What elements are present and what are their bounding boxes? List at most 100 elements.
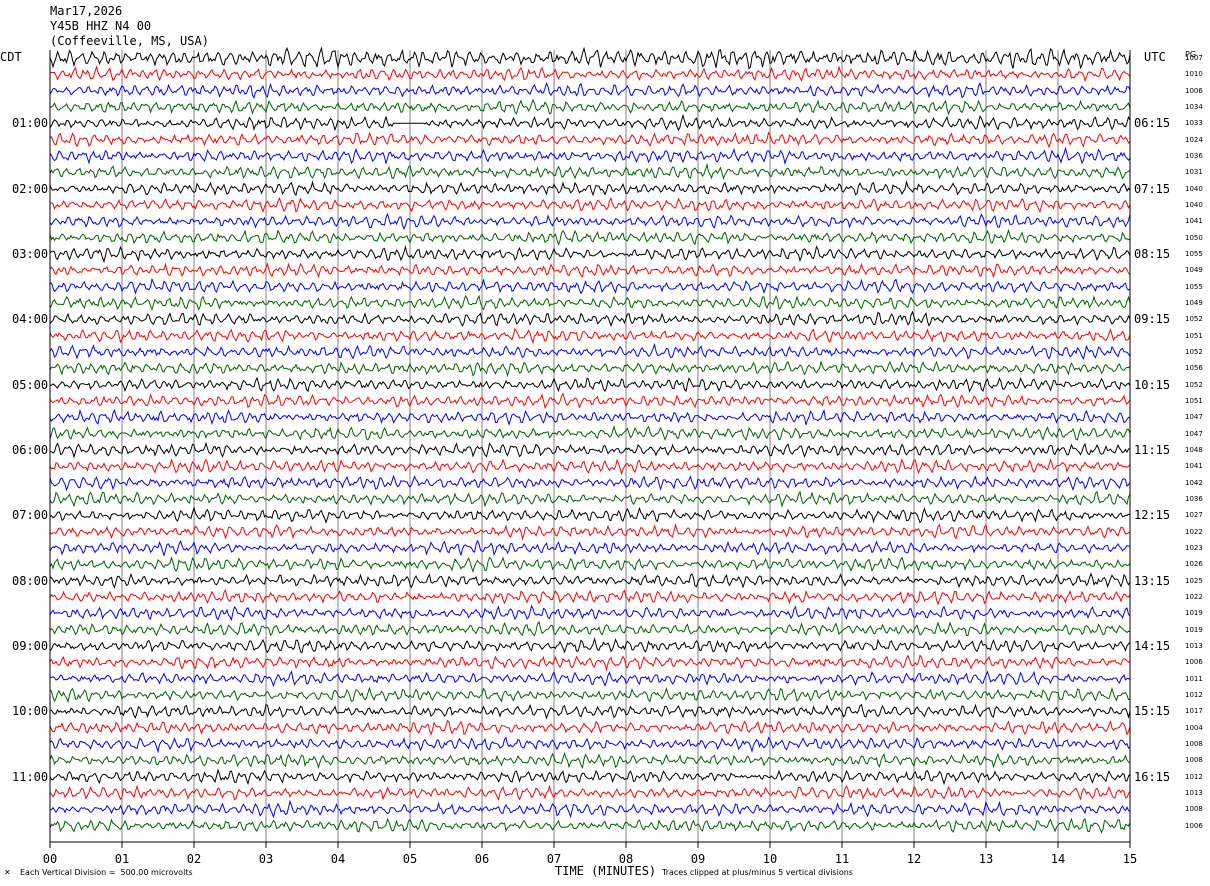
trace-value-label: 1022 [1185,527,1203,536]
seismic-trace-10 [49,196,1131,213]
x-tick-label: 15 [1122,852,1138,866]
x-tick-label: 13 [978,852,994,866]
x-tick-label: 09 [690,852,706,866]
seismic-trace-45 [49,768,1131,786]
trace-value-label: 1012 [1185,691,1203,699]
seismic-trace-2 [49,65,1131,83]
trace-value-label: 1023 [1185,544,1203,552]
trace-value-label: 1042 [1185,478,1203,487]
corner-mark: ✕ [4,868,11,877]
right-hour-label: 06:15 [1134,116,1171,131]
minute-gridlines [49,50,1131,842]
right-timezone-label: UTC [1144,50,1166,64]
trace-value-label: 1056 [1185,364,1203,373]
x-tick-label: 10 [762,852,778,866]
seismic-trace-29 [49,506,1131,524]
right-hour-label: 15:15 [1134,704,1171,719]
seismic-trace-20 [49,360,1131,378]
trace-value-label: 1052 [1185,380,1203,389]
trace-value-label: 1048 [1185,446,1203,454]
trace-value-label: 1041 [1185,217,1203,226]
trace-value-label: 1052 [1185,348,1203,356]
trace-value-label: 1006 [1185,658,1203,667]
seismic-trace-48 [49,817,1131,834]
seismic-trace-44 [49,751,1131,770]
trace-value-label: 1034 [1185,103,1203,111]
right-hour-label: 08:15 [1134,247,1171,261]
seismic-trace-4 [49,98,1131,116]
trace-value-label: 1025 [1185,576,1203,585]
trace-value-label: 1004 [1185,723,1203,732]
seismic-trace-13 [49,245,1131,264]
seismic-traces [49,46,1131,834]
trace-value-label: 1010 [1185,70,1203,79]
trace-value-label: 1031 [1185,168,1203,177]
seismic-trace-8 [49,162,1131,180]
trace-value-label: 1033 [1185,119,1203,128]
seismic-trace-7 [49,146,1131,166]
x-tick-label: 01 [114,852,130,866]
left-hour-label: 05:00 [12,377,49,392]
seismic-trace-41 [49,703,1131,720]
seismic-trace-1 [49,46,1131,70]
x-tick-label: 08 [618,852,634,866]
left-hour-label: 03:00 [12,247,49,261]
clip-note: Traces clipped at plus/minus 5 vertical … [662,868,853,877]
x-tick-label: 04 [330,852,346,866]
trace-value-label: 1022 [1185,593,1203,601]
seismic-trace-15 [49,277,1131,295]
trace-value-label: 1019 [1185,609,1203,618]
seismic-trace-14 [49,262,1131,279]
station-location: (Coffeeville, MS, USA) [50,34,209,48]
seismic-trace-17 [49,310,1131,328]
seismic-trace-34 [49,588,1131,606]
seismic-trace-36 [49,620,1131,637]
right-hour-label: 07:15 [1134,181,1171,196]
seismic-trace-6 [49,131,1131,149]
right-hour-label: 13:15 [1134,573,1171,588]
trace-value-label: 1055 [1185,250,1203,258]
trace-value-label: 1013 [1185,789,1203,797]
right-hour-label: 16:15 [1134,769,1171,784]
seismic-trace-18 [49,327,1131,345]
x-tick-label: 11 [834,852,850,866]
left-hour-label: 02:00 [12,181,49,196]
seismic-trace-46 [49,784,1131,802]
seismic-trace-38 [49,654,1131,672]
seismic-trace-27 [49,474,1131,492]
seismic-trace-24 [49,425,1131,441]
trace-value-label: 1051 [1185,397,1203,405]
right-hour-label: 10:15 [1134,377,1171,392]
seismic-trace-23 [49,408,1131,426]
seismic-trace-42 [49,719,1131,737]
trace-value-label: 1008 [1185,756,1203,765]
left-hour-label: 08:00 [12,573,49,588]
left-hour-label: 07:00 [12,508,49,523]
seismic-trace-35 [49,604,1131,622]
left-timezone-label: CDT [0,50,22,64]
trace-value-label: 1049 [1185,266,1203,275]
seismic-trace-22 [49,392,1131,409]
trace-value-label: 1011 [1185,674,1203,683]
seismic-trace-32 [49,556,1131,574]
seismic-trace-3 [49,82,1131,100]
chart-date: Mar17,2026 [50,4,123,18]
trace-value-label: 1026 [1185,560,1203,569]
seismic-trace-25 [49,441,1131,459]
seismic-trace-39 [49,670,1131,688]
trace-value-label: 1040 [1185,184,1203,193]
seismic-trace-16 [49,294,1131,312]
x-tick-label: 05 [402,852,418,866]
seismic-trace-33 [49,572,1131,589]
left-hour-label: 11:00 [12,769,49,784]
trace-value-label: 1007 [1185,54,1203,62]
trace-value-label: 1012 [1185,772,1203,781]
scale-note: Each Vertical Division = 500.00 microvol… [20,868,193,877]
x-tick-label: 00 [42,852,58,866]
seismic-trace-31 [49,539,1131,557]
trace-value-label: 1008 [1185,740,1203,748]
trace-value-label: 1006 [1185,821,1203,830]
trace-value-label: 1052 [1185,315,1203,324]
x-axis-label: TIME (MINUTES) [555,864,657,878]
